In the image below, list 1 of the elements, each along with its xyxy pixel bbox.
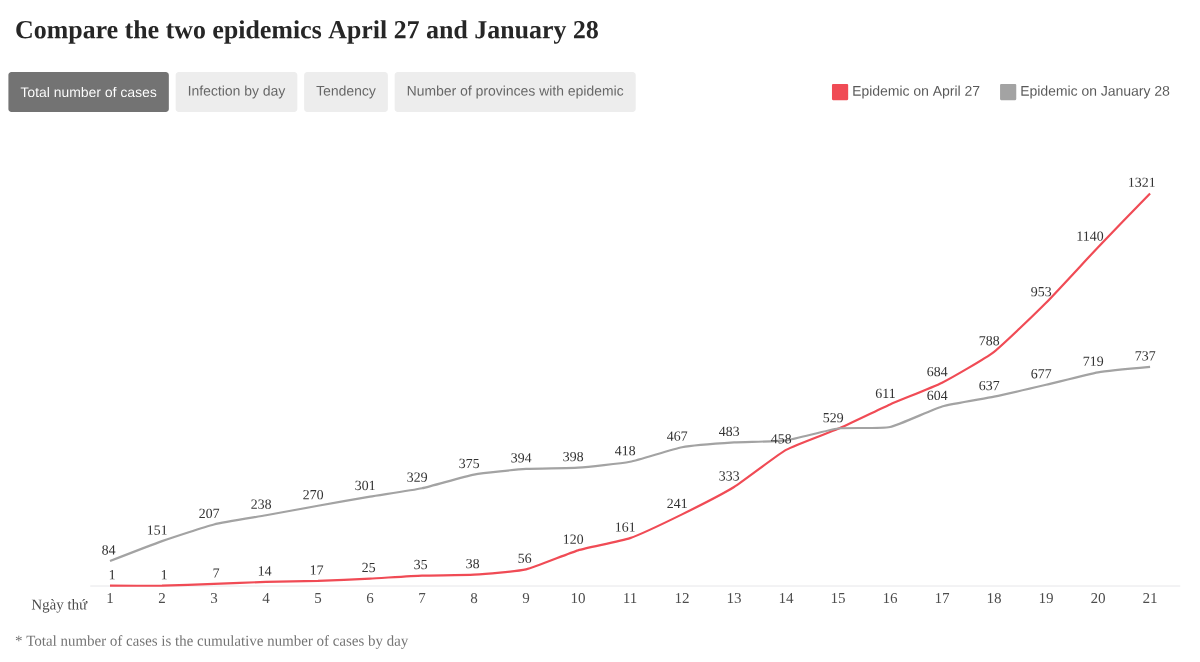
chart-title: Compare the two epidemics April 27 and January 28 (16, 20, 598, 44)
